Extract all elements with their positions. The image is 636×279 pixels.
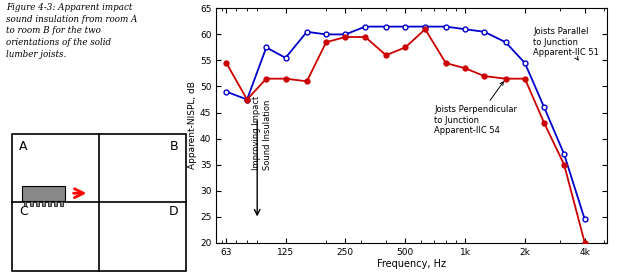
Text: A: A: [20, 140, 28, 153]
Bar: [11, 134, 186, 271]
Bar: [36, 201, 39, 206]
Y-axis label: Apparent-NISPL, dB: Apparent-NISPL, dB: [188, 82, 197, 169]
Text: Improving Impact
Sound Insulation: Improving Impact Sound Insulation: [252, 96, 272, 170]
Bar: [30, 201, 32, 206]
Bar: [42, 201, 45, 206]
Bar: [24, 201, 27, 206]
Text: Joists Perpendicular
to Junction
Apparent-IIC 54: Joists Perpendicular to Junction Apparen…: [434, 82, 517, 135]
Text: D: D: [169, 205, 179, 218]
Bar: [22, 186, 65, 201]
Bar: [54, 201, 57, 206]
Text: C: C: [20, 205, 28, 218]
Text: Joists Parallel
to Junction
Apparent-IIC 51: Joists Parallel to Junction Apparent-IIC…: [533, 27, 599, 60]
Text: B: B: [170, 140, 179, 153]
X-axis label: Frequency, Hz: Frequency, Hz: [377, 259, 446, 269]
Text: Figure 4-3: Apparent impact
sound insulation from room A
to room B for the two
o: Figure 4-3: Apparent impact sound insula…: [6, 3, 137, 59]
Bar: [48, 201, 51, 206]
Bar: [60, 201, 63, 206]
